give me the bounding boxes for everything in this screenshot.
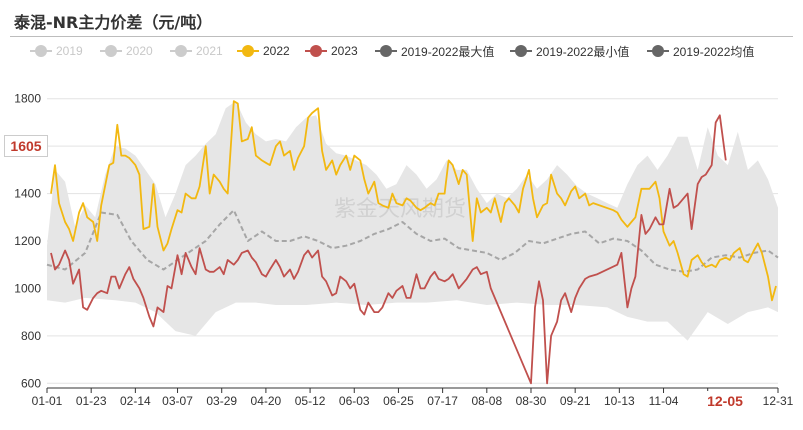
x-tick-label: 09-21 bbox=[560, 394, 591, 408]
legend-item[interactable]: 2022 bbox=[237, 41, 290, 61]
legend-item[interactable]: 2021 bbox=[170, 41, 223, 61]
legend-label: 2019-2022最小值 bbox=[536, 44, 630, 59]
y-tick-label: 1200 bbox=[14, 234, 41, 248]
legend-item[interactable]: 2023 bbox=[305, 41, 358, 61]
y-highlight-label: 1605 bbox=[4, 135, 48, 157]
legend-item[interactable]: 2019 bbox=[30, 41, 83, 61]
x-tick-label: 01-23 bbox=[76, 394, 107, 408]
y-tick-label: 1000 bbox=[14, 281, 41, 295]
x-tick-label: 12-31 bbox=[763, 394, 794, 408]
legend-item[interactable]: 2019-2022最小值 bbox=[510, 41, 629, 61]
title-divider bbox=[10, 36, 793, 37]
legend-item[interactable]: 2019-2022最大值 bbox=[375, 41, 494, 61]
x-tick-label: 08-30 bbox=[516, 394, 547, 408]
legend-label: 2021 bbox=[196, 44, 223, 58]
series-line-2022 bbox=[50, 100, 777, 302]
y-tick-label: 600 bbox=[21, 376, 41, 390]
line-dot-icon bbox=[237, 45, 259, 57]
line-dot-icon bbox=[170, 45, 192, 57]
x-tick-label: 01-01 bbox=[32, 394, 63, 408]
x-tick-label: 05-12 bbox=[295, 394, 326, 408]
legend-label: 2022 bbox=[263, 44, 290, 58]
x-tick-label: 07-17 bbox=[427, 394, 458, 408]
legend-label: 2019-2022均值 bbox=[673, 44, 755, 59]
line-dot-icon bbox=[100, 45, 122, 57]
x-tick-label: 06-03 bbox=[339, 394, 370, 408]
line-dot-icon bbox=[375, 45, 397, 57]
y-tick-label: 1800 bbox=[14, 92, 41, 106]
x-tick-label: 06-25 bbox=[383, 394, 414, 408]
x-tick-label: 10-13 bbox=[604, 394, 635, 408]
legend-label: 2020 bbox=[126, 44, 153, 58]
y-tick-label: 1400 bbox=[14, 187, 41, 201]
watermark: 紫金天风期货 bbox=[334, 197, 466, 222]
x-tick-label: 03-07 bbox=[162, 394, 193, 408]
legend-item[interactable]: 2020 bbox=[100, 41, 153, 61]
chart-title: 泰混-NR主力价差（元/吨） bbox=[14, 13, 213, 32]
line-dot-icon bbox=[305, 45, 327, 57]
x-tick-label: 11-04 bbox=[649, 394, 679, 408]
x-tick-label: 02-14 bbox=[120, 394, 151, 408]
legend-label: 2023 bbox=[331, 44, 358, 58]
series-line-2023 bbox=[50, 114, 727, 385]
line-dot-icon bbox=[30, 45, 52, 57]
x-tick-label: 04-20 bbox=[251, 394, 282, 408]
y-tick-label: 800 bbox=[21, 329, 41, 343]
x-tick-label: 03-29 bbox=[206, 394, 237, 408]
legend-item[interactable]: 2019-2022均值 bbox=[647, 41, 754, 61]
line-dot-icon bbox=[647, 45, 669, 57]
line-dot-icon bbox=[510, 45, 532, 57]
x-tick-label: 08-08 bbox=[471, 394, 502, 408]
x-highlight-label: 12-05 bbox=[698, 391, 752, 411]
legend: 2019 2020 2021 2022 2023 2019-2022最大值 2019-202… bbox=[0, 41, 803, 61]
legend-label: 2019-2022最大值 bbox=[401, 44, 495, 59]
legend-label: 2019 bbox=[56, 44, 83, 58]
